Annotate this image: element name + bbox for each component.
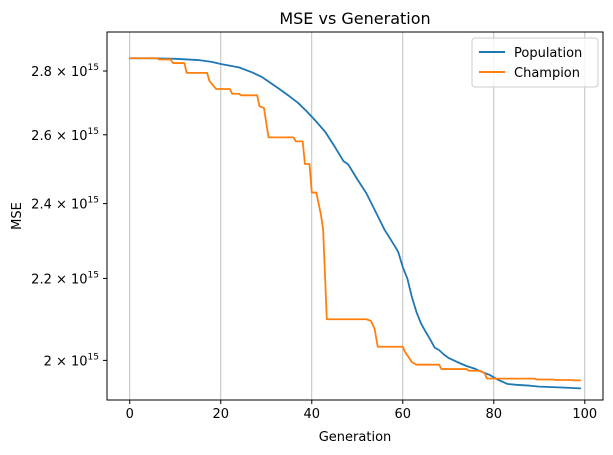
legend-box (471, 37, 599, 88)
x-tick-label: 0 (126, 407, 134, 422)
x-tick-label: 40 (303, 407, 320, 422)
legend: Population Champion (471, 37, 599, 88)
legend-label-population: Population (514, 46, 582, 61)
y-tick-label: 2.2 × 1015 (31, 270, 99, 287)
y-axis-label: MSE (10, 202, 25, 230)
x-tick-label: 100 (572, 407, 597, 422)
y-tick-label: 2.4 × 1015 (31, 196, 99, 213)
chart-title: MSE vs Generation (279, 9, 430, 28)
legend-label-champion: Champion (514, 66, 580, 81)
plot-frame (106, 31, 604, 401)
y-axis-ticks: 2 × 1015 2.2 × 1015 2.4 × 1015 2.6 × 1015 2.… (31, 63, 107, 369)
x-axis-label: Generation (319, 430, 392, 445)
grid-layer (129, 32, 586, 400)
y-tick-label: 2.6 × 1015 (31, 127, 99, 144)
x-axis-ticks: 0 20 40 60 80 100 (126, 400, 597, 422)
x-tick-label: 60 (395, 407, 412, 422)
x-tick-label: 20 (212, 407, 229, 422)
series-line-population (128, 57, 582, 390)
y-tick-label: 2.8 × 1015 (31, 63, 99, 80)
series-line-champion (128, 57, 582, 382)
y-tick-label: 2 × 1015 (44, 352, 99, 369)
legend-items: Population Champion (479, 46, 582, 81)
x-tick-label: 80 (486, 407, 503, 422)
series-layer (128, 57, 582, 390)
